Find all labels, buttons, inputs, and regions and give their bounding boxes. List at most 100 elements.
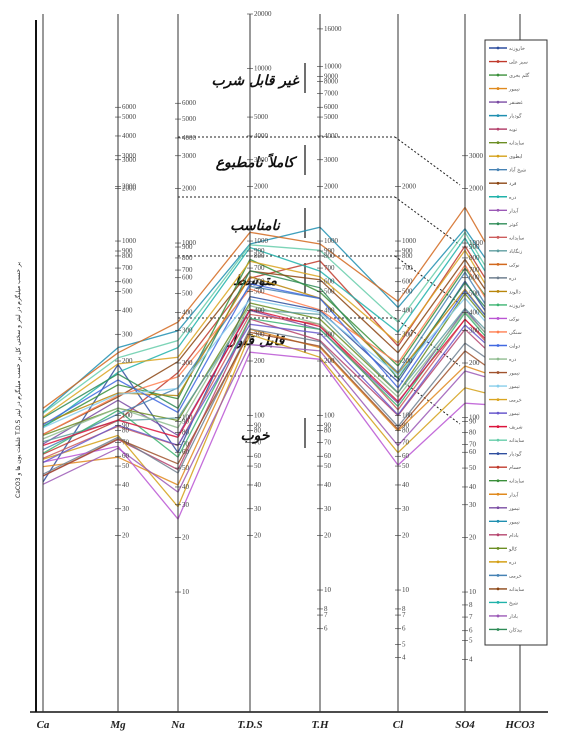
tick-label-Cl-21: 7: [402, 611, 406, 619]
tick-label-Cl-5: 600: [402, 278, 413, 286]
legend-marker-36: [496, 533, 500, 537]
axis-label-Cl: Cl: [393, 719, 404, 731]
legend-marker-9: [496, 168, 500, 172]
legend-marker-5: [496, 114, 500, 118]
tick-label-T.H-13: 700: [324, 264, 335, 272]
legend-marker-17: [496, 276, 500, 280]
tick-label-T.H-18: 200: [324, 357, 335, 365]
legend-label-30: گودبار: [508, 451, 522, 458]
tick-label-Mg-15: 200: [122, 357, 133, 365]
series-line-25: [42, 297, 521, 429]
tick-label-SO4-15: 60: [469, 448, 477, 456]
tick-label-SO4-0: 3000: [469, 152, 484, 160]
tick-label-Cl-7: 400: [402, 306, 413, 314]
tick-label-T.D.S-14: 300: [254, 330, 265, 338]
legend-label-4: غضنفر: [508, 100, 523, 106]
legend-marker-29: [496, 438, 500, 442]
legend-marker-12: [496, 208, 500, 212]
tick-label-SO4-10: 200: [469, 359, 480, 367]
legend-marker-24: [496, 371, 500, 374]
y-axis-label: CaCO3 غلظت یون ها و T.D.S بر حسب میلیگرم…: [14, 262, 22, 498]
tick-label-SO4-9: 300: [469, 326, 480, 334]
tick-label-Cl-22: 6: [402, 625, 406, 633]
series-line-26: [42, 249, 521, 418]
series-line-15: [42, 307, 521, 443]
tick-label-T.D.S-13: 400: [254, 306, 265, 314]
tick-label-SO4-11: 100: [469, 414, 480, 422]
legend-marker-43: [496, 628, 500, 631]
legend-label-5: گودبار: [508, 113, 522, 120]
series-line-20: [42, 351, 521, 521]
legend-label-16: نوکی: [509, 262, 520, 268]
tick-label-T.H-21: 80: [324, 426, 332, 434]
tick-label-Na-14: 100: [182, 414, 193, 422]
tick-label-T.D.S-15: 200: [254, 357, 265, 365]
axes: Ca30002000600050004000300020001000900800…: [37, 10, 539, 731]
tick-label-Na-2: 4000: [182, 134, 197, 142]
axis-label-T.D.S: T.D.S: [237, 719, 262, 731]
tick-label-Na-20: 40: [182, 483, 190, 491]
tick-label-Na-18: 60: [182, 448, 190, 456]
legend-marker-1: [496, 60, 500, 63]
tick-label-Cl-3: 800: [402, 252, 413, 260]
tick-label-T.D.S-20: 60: [254, 452, 262, 460]
zone-diag-3: [394, 317, 461, 367]
tick-label-Cl-17: 30: [402, 505, 410, 513]
tick-label-Mg-6: 2000: [122, 183, 137, 191]
tick-label-Na-23: 10: [182, 588, 190, 596]
tick-label-T.D.S-5: 3000: [254, 156, 269, 164]
legend-marker-16: [496, 262, 500, 266]
tick-label-Cl-9: 200: [402, 357, 413, 365]
tick-label-Mg-17: 90: [122, 422, 130, 430]
tick-label-Na-10: 500: [182, 290, 193, 298]
series-line-22: [42, 283, 521, 426]
tick-label-T.D.S-7: 1000: [254, 237, 269, 245]
tick-label-Cl-8: 300: [402, 330, 413, 338]
tick-label-Na-13: 200: [182, 359, 193, 367]
tick-label-T.D.S-22: 40: [254, 481, 262, 489]
tick-label-T.D.S-16: 100: [254, 412, 265, 420]
legend-marker-38: [496, 560, 500, 564]
tick-label-SO4-2: 1000: [469, 239, 484, 247]
legend-label-39: خرمی: [509, 573, 522, 579]
tick-label-Na-7: 800: [182, 254, 193, 262]
legend-label-11: دره: [509, 195, 516, 201]
legend-label-38: دره: [509, 560, 516, 566]
tick-label-T.D.S-4: 4000: [254, 132, 269, 140]
tick-label-T.D.S-21: 50: [254, 462, 262, 470]
tick-label-Mg-7: 1000: [122, 237, 137, 245]
tick-label-Cl-24: 4: [402, 653, 406, 661]
tick-label-Cl-13: 70: [402, 439, 410, 447]
tick-label-Cl-2: 900: [402, 247, 413, 255]
tick-label-T.H-7: 4000: [324, 132, 339, 140]
tick-label-T.H-6: 5000: [324, 113, 339, 121]
tick-label-T.D.S-3: 5000: [254, 113, 269, 121]
tick-label-Cl-16: 40: [402, 481, 410, 489]
tick-label-SO4-17: 40: [469, 483, 477, 491]
tick-label-SO4-1: 2000: [469, 185, 484, 193]
tick-label-T.H-17: 300: [324, 330, 335, 338]
series-line-5: [42, 226, 521, 413]
legend-marker-37: [496, 546, 500, 550]
tick-label-Na-15: 90: [182, 418, 190, 426]
legend-label-22: دولت: [509, 344, 520, 350]
tick-label-Cl-0: 2000: [402, 183, 417, 191]
legend-label-23: دره: [509, 357, 516, 363]
legend-label-37: کالو: [508, 546, 518, 552]
legend-marker-34: [496, 506, 500, 510]
tick-label-T.H-24: 50: [324, 462, 332, 470]
legend-label-15: زنگاباد: [509, 248, 523, 255]
tick-label-Cl-14: 60: [402, 452, 410, 460]
tick-label-SO4-3: 900: [469, 243, 480, 251]
axis-label-SO4: SO4: [455, 719, 475, 731]
tick-label-SO4-20: 10: [469, 588, 477, 596]
tick-label-T.H-9: 2000: [324, 183, 339, 191]
tick-label-Cl-6: 500: [402, 288, 413, 296]
legend-marker-4: [496, 100, 500, 104]
tick-label-T.D.S-23: 30: [254, 505, 262, 513]
legend-marker-22: [496, 344, 500, 347]
legend-label-19: خاروزنه: [509, 303, 525, 309]
tick-label-T.H-23: 60: [324, 452, 332, 460]
tick-label-Mg-19: 70: [122, 439, 130, 447]
legend-label-28: شریف: [509, 425, 523, 431]
